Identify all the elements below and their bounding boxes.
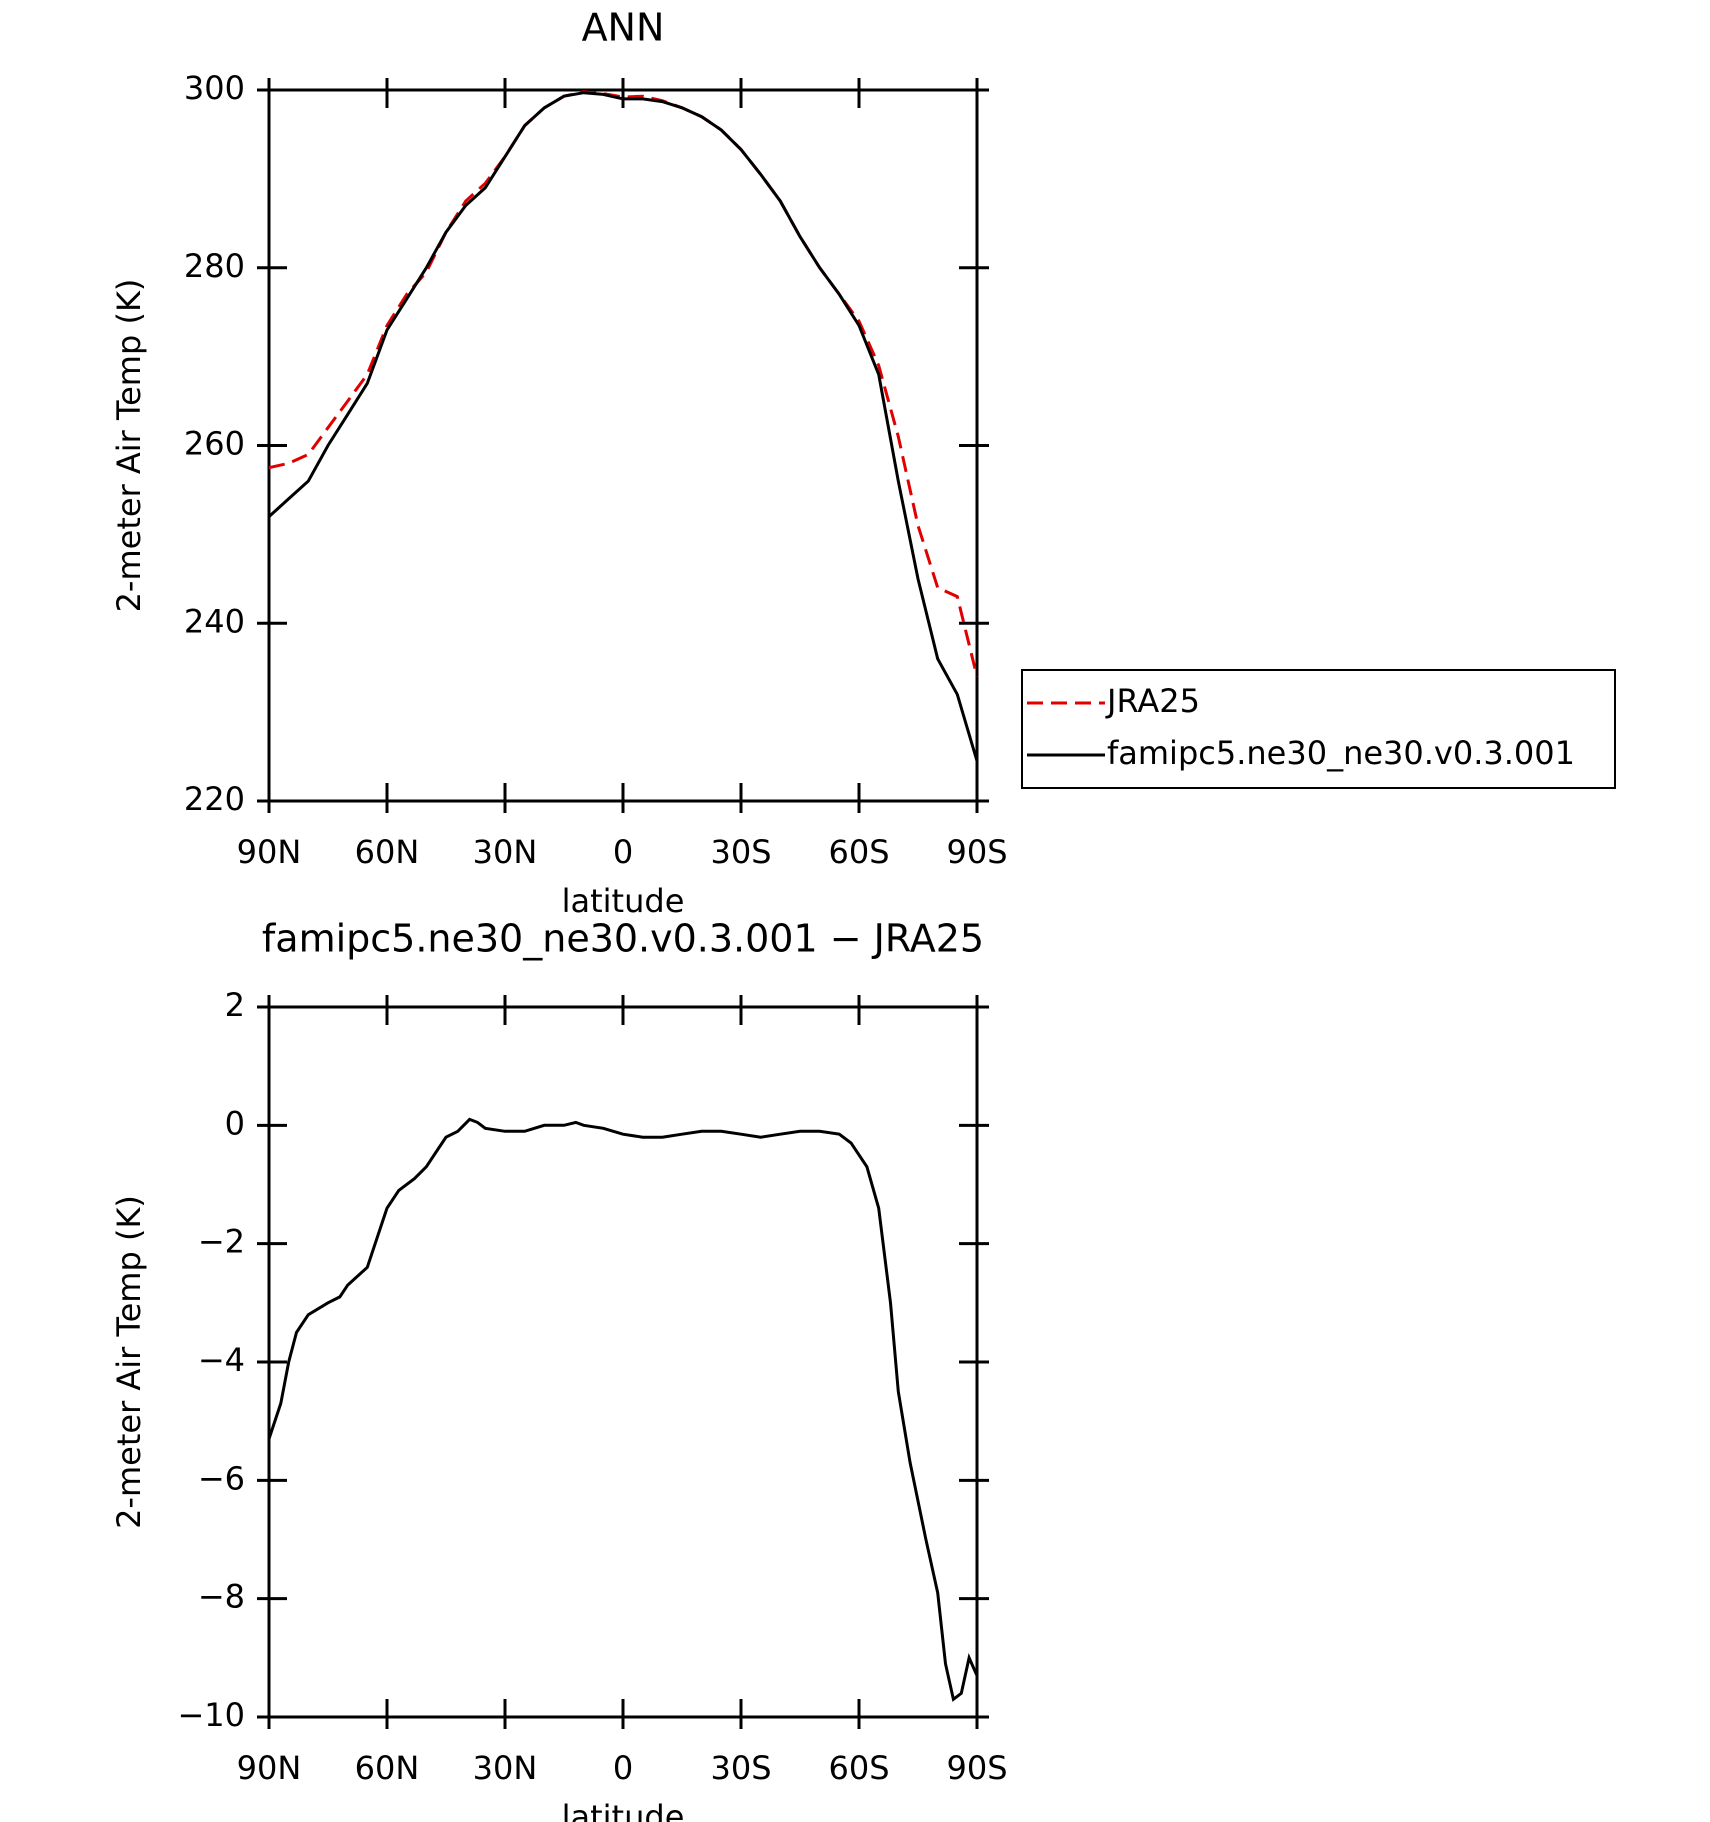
x-axis-label: latitude: [562, 882, 685, 920]
y-tick-label: 280: [184, 247, 245, 285]
legend-label: famipc5.ne30_ne30.v0.3.001: [1107, 734, 1575, 772]
y-tick-label: −6: [198, 1459, 245, 1497]
x-tick-label: 60S: [828, 1749, 889, 1787]
y-tick-label: −8: [198, 1578, 245, 1616]
y-tick-label: −10: [177, 1696, 245, 1734]
x-tick-label: 90N: [237, 1749, 302, 1787]
x-tick-label: 90S: [946, 833, 1007, 871]
y-tick-label: 260: [184, 425, 245, 463]
data-line: [267, 91, 979, 762]
plot-frame: [267, 88, 979, 803]
data-line: [267, 1117, 979, 1702]
plot-frame: [267, 1005, 979, 1719]
legend-box: [1021, 669, 1616, 789]
y-tick-label: 220: [184, 780, 245, 818]
x-tick-label: 30N: [473, 1749, 538, 1787]
x-axis-label: latitude: [562, 1798, 685, 1822]
y-tick-label: 240: [184, 602, 245, 640]
y-tick-label: 300: [184, 69, 245, 107]
x-tick-label: 30N: [473, 833, 538, 871]
x-tick-label: 30S: [710, 1749, 771, 1787]
x-tick-label: 30S: [710, 833, 771, 871]
y-tick-label: −4: [198, 1341, 245, 1379]
x-tick-label: 60N: [355, 833, 420, 871]
chart-title: ANN: [582, 6, 665, 50]
y-axis-label: 2-meter Air Temp (K): [110, 279, 148, 613]
x-tick-label: 90N: [237, 833, 302, 871]
data-line: [268, 90, 979, 677]
x-tick-label: 90S: [946, 1749, 1007, 1787]
x-tick-label: 60N: [355, 1749, 420, 1787]
y-tick-label: 2: [225, 986, 245, 1024]
x-tick-label: 0: [613, 1749, 633, 1787]
chart-title: famipc5.ne30_ne30.v0.3.001 − JRA25: [262, 917, 984, 961]
y-tick-label: 0: [225, 1104, 245, 1142]
x-tick-label: 60S: [828, 833, 889, 871]
y-axis-label: 2-meter Air Temp (K): [110, 1195, 148, 1529]
legend-label: JRA25: [1105, 682, 1200, 720]
x-tick-label: 0: [613, 833, 633, 871]
y-tick-label: −2: [198, 1223, 245, 1261]
